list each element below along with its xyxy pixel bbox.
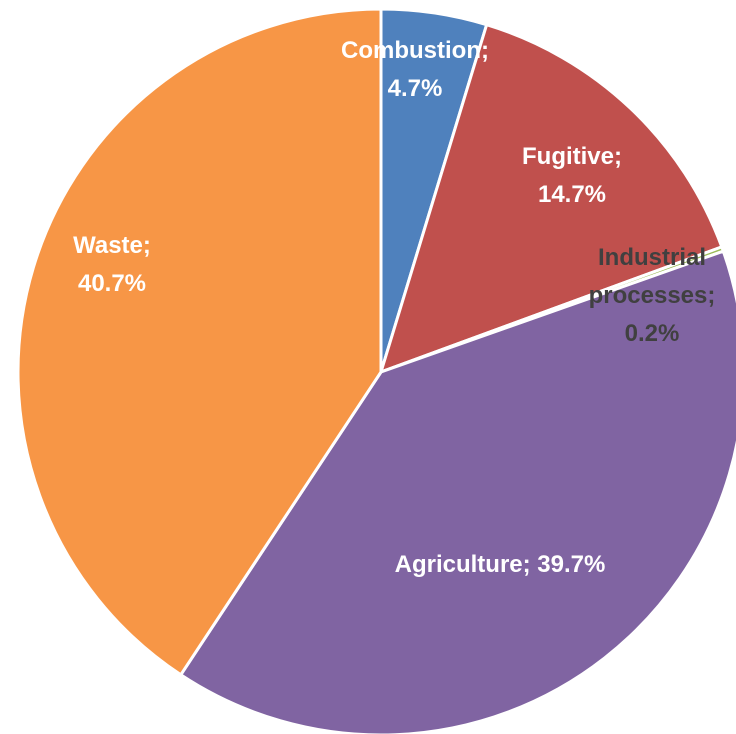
- pie-slice: [16, 7, 383, 677]
- data-label: Combustion; 4.7%: [341, 37, 489, 102]
- data-label: Waste; 40.7%: [73, 232, 151, 297]
- pie-slice: [378, 22, 724, 375]
- data-label: Fugitive; 14.7%: [522, 143, 622, 208]
- pie-slice: [178, 249, 736, 734]
- data-label: Agriculture; 39.7%: [394, 551, 606, 578]
- data-label: Industrial processes; 0.2%: [588, 244, 716, 347]
